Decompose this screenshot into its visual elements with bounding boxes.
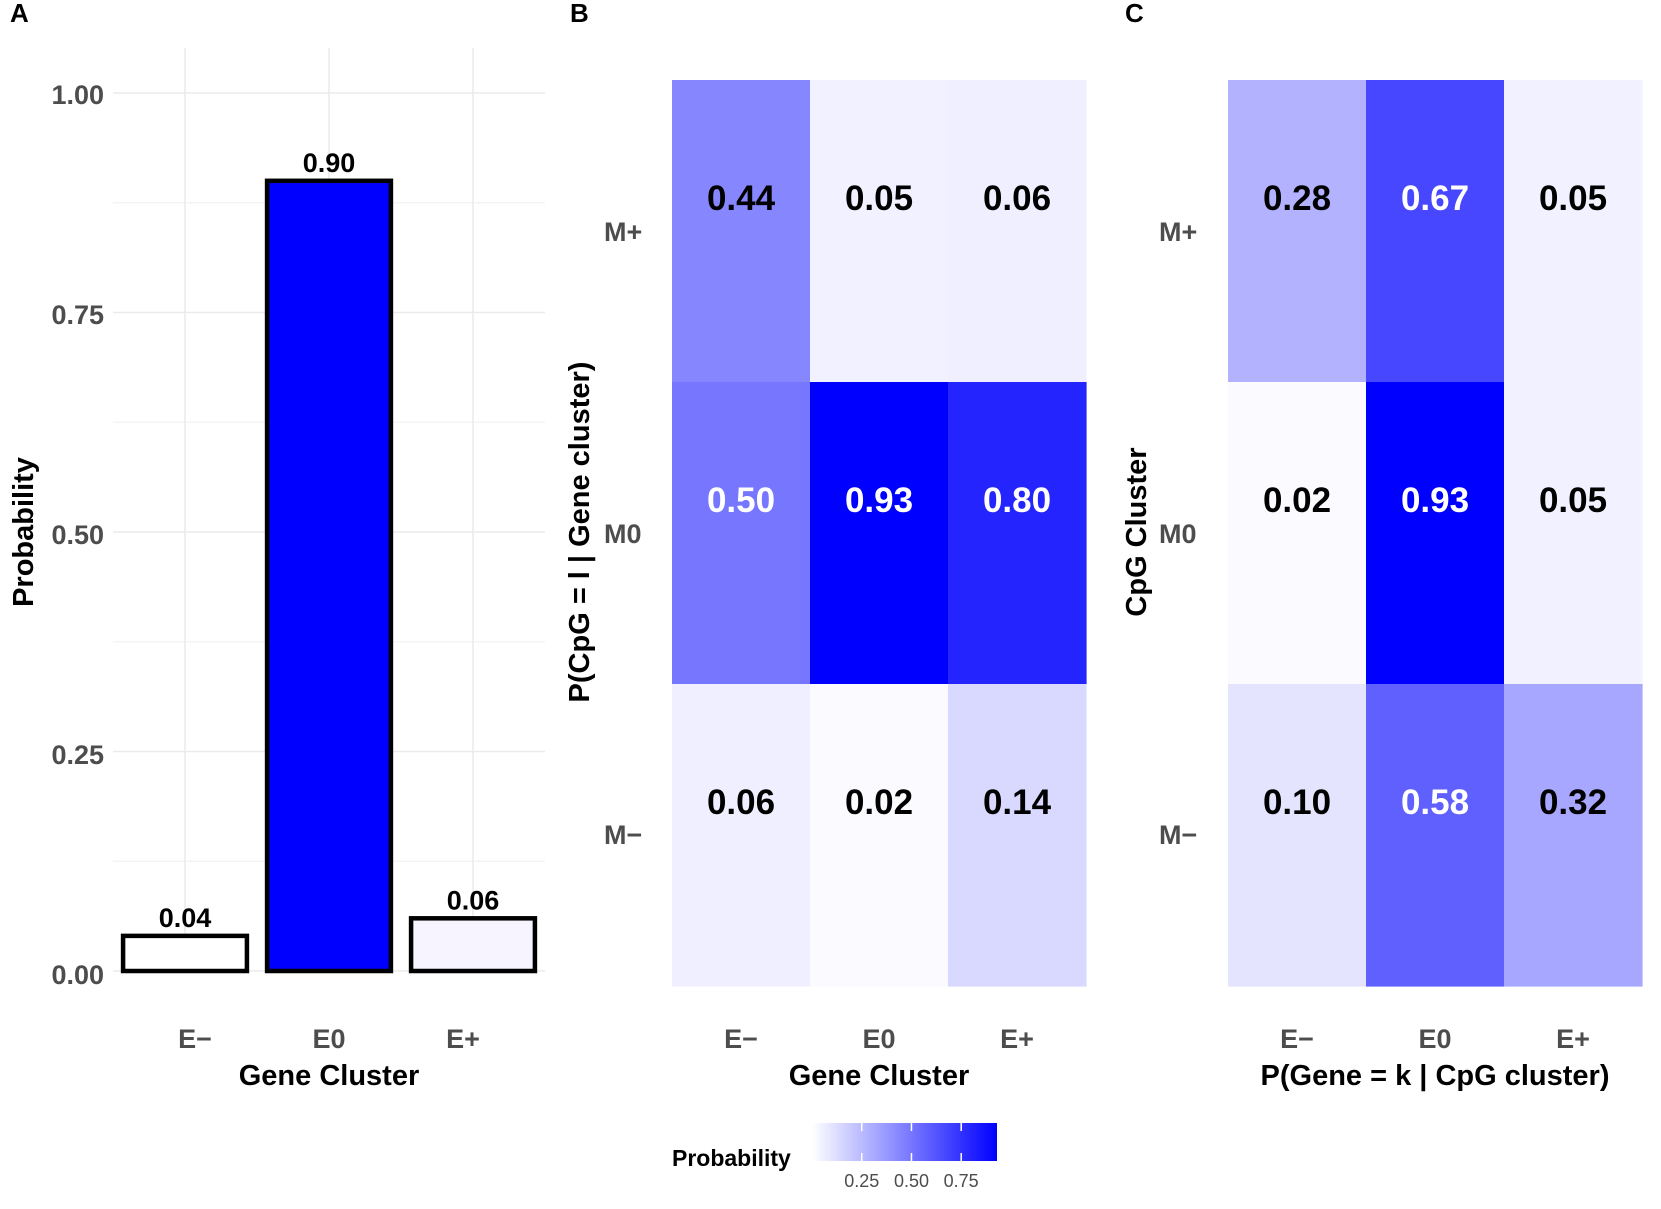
y-tick-label: M+ [1159, 217, 1197, 247]
bar-chart-panel: 0.00 0.25 0.50 0.75 1.00 0.04 0.90 0.06 E−… [8, 48, 545, 1092]
bar [264, 178, 394, 974]
heatmap-cell-label: 0.06 [983, 179, 1051, 218]
heatmap-cell-label: 0.67 [1401, 179, 1469, 218]
heatmap-c-y-ticks: M+ M0 M− [1159, 217, 1197, 850]
bar-chart-x-ticks: E− E0 E+ [178, 1024, 480, 1054]
heatmap-cell [1228, 382, 1367, 685]
x-tick-label: E0 [862, 1024, 895, 1054]
bar-chart-y-ticks: 0.00 0.25 0.50 0.75 1.00 [51, 80, 104, 990]
y-tick-label: M0 [604, 519, 642, 549]
heatmap-cell-label: 0.44 [707, 179, 776, 218]
panel-letter-c: C [1125, 0, 1144, 28]
legend-tick-label: 0.50 [894, 1171, 929, 1191]
legend-tick-label: 0.75 [944, 1171, 979, 1191]
heatmap-cell-label: 0.50 [707, 481, 775, 520]
heatmap-cell-label: 0.14 [983, 783, 1052, 822]
x-axis-title: Gene Cluster [789, 1060, 970, 1092]
heatmap-cell-label: 0.32 [1539, 783, 1607, 822]
heatmap-cell-label: 0.28 [1263, 179, 1331, 218]
heatmap-cell [1366, 684, 1505, 987]
heatmap-cell-label: 0.06 [707, 783, 775, 822]
bar-chart-bars: 0.04 0.90 0.06 [120, 148, 538, 974]
x-tick-label: E+ [446, 1024, 480, 1054]
y-tick-label: 0.25 [51, 740, 104, 770]
heatmap-cell-label: 0.05 [1539, 179, 1607, 218]
heatmap-cell [1504, 382, 1643, 685]
legend-ticks: 0.25 0.50 0.75 [844, 1123, 979, 1191]
bar-value-label: 0.90 [303, 148, 356, 178]
heatmap-cell [810, 80, 949, 383]
legend-title: Probability [672, 1145, 791, 1171]
y-tick-label: 1.00 [51, 80, 104, 110]
x-tick-label: E− [178, 1024, 212, 1054]
y-tick-label: 0.00 [51, 960, 104, 990]
heatmap-cell [1366, 382, 1505, 685]
heatmap-c-cells: 0.28 0.67 0.05 0.02 0.93 0.05 0.10 0.58 0.32 [1228, 80, 1643, 987]
legend-colorbar [812, 1123, 997, 1161]
heatmap-cell-label: 0.02 [845, 783, 913, 822]
heatmap-panel-b: 0.44 0.05 0.06 0.50 0.93 0.80 0.06 0.02 0.14 M+ … [564, 80, 1087, 1092]
y-axis-title: CpG Cluster [1121, 447, 1153, 616]
y-tick-label: M− [1159, 820, 1197, 850]
panel-letter-b: B [570, 0, 589, 28]
heatmap-cell [672, 382, 811, 685]
heatmap-cell-label: 0.10 [1263, 783, 1331, 822]
heatmap-cell [810, 382, 949, 685]
y-tick-label: M+ [604, 217, 642, 247]
heatmap-panel-c: 0.28 0.67 0.05 0.02 0.93 0.05 0.10 0.58 0.32 M+ … [1121, 80, 1643, 1092]
x-tick-label: E+ [1000, 1024, 1034, 1054]
x-tick-label: E+ [1556, 1024, 1590, 1054]
y-axis-title: P(CpG = l | Gene cluster) [564, 362, 596, 703]
y-tick-label: M− [604, 820, 642, 850]
heatmap-cell [810, 684, 949, 987]
y-axis-title: Probability [8, 457, 40, 607]
heatmap-cell [1228, 80, 1367, 383]
y-tick-label: M0 [1159, 519, 1197, 549]
x-tick-label: E− [1280, 1024, 1314, 1054]
bar [408, 916, 538, 974]
heatmap-cell [948, 684, 1087, 987]
heatmap-cell [1504, 684, 1643, 987]
x-tick-label: E0 [312, 1024, 345, 1054]
x-tick-label: E0 [1418, 1024, 1451, 1054]
heatmap-c-x-ticks: E− E0 E+ [1280, 1024, 1590, 1054]
legend-tick-label: 0.25 [844, 1171, 879, 1191]
heatmap-cell [948, 80, 1087, 383]
heatmap-cell [1228, 684, 1367, 987]
heatmap-b-x-ticks: E− E0 E+ [724, 1024, 1034, 1054]
color-legend: Probability 0.25 0.50 0.75 [672, 1123, 997, 1191]
heatmap-cell-label: 0.02 [1263, 481, 1331, 520]
panel-letter-a: A [10, 0, 29, 28]
bar-value-label: 0.06 [447, 885, 500, 915]
y-tick-label: 0.50 [51, 520, 104, 550]
y-tick-label: 0.75 [51, 300, 104, 330]
heatmap-b-y-ticks: M+ M0 M− [604, 217, 642, 850]
bar [120, 933, 250, 974]
heatmap-cell [672, 80, 811, 383]
x-axis-title: Gene Cluster [239, 1060, 420, 1092]
heatmap-cell [1504, 80, 1643, 383]
x-tick-label: E− [724, 1024, 758, 1054]
heatmap-cell [948, 382, 1087, 685]
heatmap-cell [1366, 80, 1505, 383]
heatmap-cell-label: 0.05 [845, 179, 913, 218]
bar-value-label: 0.04 [159, 903, 212, 933]
x-axis-title: P(Gene = k | CpG cluster) [1261, 1060, 1610, 1092]
heatmap-cell-label: 0.05 [1539, 481, 1607, 520]
heatmap-b-cells: 0.44 0.05 0.06 0.50 0.93 0.80 0.06 0.02 0.14 [672, 80, 1087, 987]
heatmap-cell-label: 0.93 [1401, 481, 1469, 520]
heatmap-cell-label: 0.80 [983, 481, 1051, 520]
heatmap-cell [672, 684, 811, 987]
heatmap-cell-label: 0.58 [1401, 783, 1469, 822]
heatmap-cell-label: 0.93 [845, 481, 913, 520]
